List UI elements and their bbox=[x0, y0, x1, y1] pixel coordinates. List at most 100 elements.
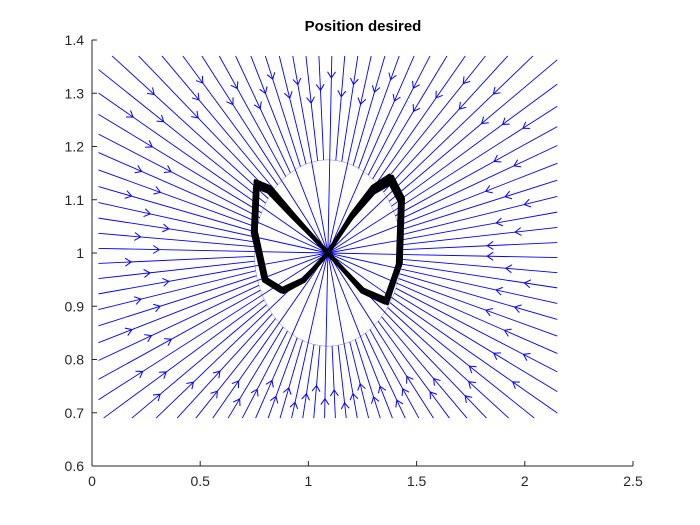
streamline-arrow bbox=[163, 165, 172, 174]
streamline bbox=[327, 55, 415, 254]
y-tick-label: 0.8 bbox=[65, 352, 85, 368]
streamline-arrow bbox=[485, 307, 493, 317]
streamline bbox=[264, 55, 301, 167]
streamline-arrow bbox=[195, 75, 204, 84]
streamline-arrow bbox=[371, 85, 381, 93]
streamline bbox=[291, 252, 329, 419]
streamline bbox=[250, 55, 329, 254]
streamline-arrow bbox=[250, 388, 259, 397]
y-tick-label: 1.4 bbox=[65, 32, 85, 48]
streamline bbox=[241, 330, 288, 419]
streamline-arrow bbox=[292, 77, 302, 86]
streamline bbox=[292, 55, 329, 254]
streamline bbox=[98, 92, 329, 254]
streamline-arrow bbox=[124, 327, 133, 336]
streamline-arrow bbox=[266, 72, 276, 81]
streamline bbox=[98, 202, 328, 254]
streamline bbox=[98, 217, 255, 243]
streamline bbox=[327, 252, 558, 414]
streamline bbox=[369, 329, 420, 419]
streamline bbox=[399, 179, 558, 231]
streamline-arrow bbox=[143, 208, 152, 218]
streamline-arrow bbox=[486, 251, 494, 261]
streamline bbox=[98, 133, 260, 219]
streamline bbox=[131, 304, 267, 419]
streamline-arrow bbox=[484, 185, 493, 194]
streamline bbox=[327, 252, 393, 419]
streamline bbox=[218, 55, 287, 177]
streamline-arrow bbox=[191, 92, 200, 101]
streamline-arrow bbox=[412, 104, 421, 113]
streamline-arrow bbox=[504, 264, 513, 274]
streamline bbox=[182, 55, 279, 186]
streamline-arrow bbox=[514, 227, 522, 236]
streamline bbox=[327, 252, 358, 419]
streamline bbox=[98, 69, 266, 204]
streamline-arrow bbox=[504, 190, 513, 200]
streamline-arrow bbox=[133, 296, 142, 305]
streamline-arrow bbox=[492, 86, 501, 95]
streamline bbox=[335, 55, 346, 161]
streamline bbox=[327, 105, 558, 254]
streamline-arrow bbox=[231, 380, 240, 389]
streamline bbox=[396, 145, 558, 222]
streamline bbox=[394, 292, 558, 393]
streamline-arrow bbox=[495, 217, 504, 227]
streamline-arrow bbox=[468, 380, 476, 389]
streamline-arrow bbox=[306, 96, 315, 105]
streamline-arrow bbox=[210, 390, 218, 399]
streamline-arrow bbox=[143, 269, 151, 278]
x-tick-label: 0.5 bbox=[190, 473, 210, 489]
y-tick-label: 0.9 bbox=[65, 298, 85, 314]
streamline-arrow bbox=[513, 159, 522, 168]
streamline bbox=[327, 55, 372, 254]
streamline-arrow bbox=[357, 382, 366, 391]
streamline bbox=[98, 252, 328, 295]
streamline bbox=[227, 326, 284, 419]
streamline-arrow bbox=[377, 385, 387, 394]
streamline bbox=[399, 273, 558, 320]
streamline bbox=[388, 59, 558, 202]
streamline-arrow bbox=[289, 401, 299, 410]
streamline bbox=[98, 270, 256, 311]
streamline-arrow bbox=[492, 352, 501, 360]
streamline bbox=[331, 346, 336, 419]
streamline-arrow bbox=[371, 395, 380, 404]
streamline bbox=[365, 332, 406, 419]
streamline-arrow bbox=[340, 401, 350, 410]
y-tick-label: 1.2 bbox=[65, 139, 85, 155]
streamline bbox=[98, 275, 257, 327]
streamline bbox=[327, 252, 558, 304]
streamline bbox=[176, 313, 273, 419]
streamline bbox=[341, 55, 359, 162]
streamline bbox=[98, 289, 261, 380]
streamline bbox=[98, 255, 255, 264]
x-tick-label: 2 bbox=[521, 473, 529, 489]
streamline-arrow bbox=[522, 121, 531, 129]
streamline bbox=[401, 227, 558, 246]
streamline-arrow bbox=[329, 389, 339, 397]
streamline-arrow bbox=[395, 399, 404, 408]
streamline bbox=[400, 263, 558, 289]
streamline bbox=[161, 55, 275, 190]
x-tick-label: 2.5 bbox=[623, 473, 643, 489]
streamline-arrow bbox=[401, 388, 410, 397]
streamline bbox=[279, 340, 303, 419]
streamline bbox=[98, 252, 329, 344]
streamline-arrow bbox=[311, 384, 321, 393]
streamline-arrow bbox=[159, 371, 167, 379]
trajectory-layer bbox=[250, 173, 405, 306]
streamline-arrow bbox=[232, 398, 241, 407]
streamline-arrow bbox=[406, 375, 414, 384]
streamline bbox=[318, 55, 325, 160]
streamline bbox=[103, 299, 265, 419]
streamline bbox=[255, 252, 329, 419]
streamline-arrow bbox=[464, 395, 473, 404]
streamline-arrow bbox=[429, 391, 438, 400]
streamline bbox=[389, 302, 535, 419]
streamline-arrow bbox=[253, 101, 262, 110]
streamline-arrow bbox=[283, 386, 292, 395]
streamline-arrow bbox=[337, 90, 347, 98]
streamline-arrow bbox=[284, 91, 293, 99]
streamline-arrow bbox=[156, 114, 165, 123]
